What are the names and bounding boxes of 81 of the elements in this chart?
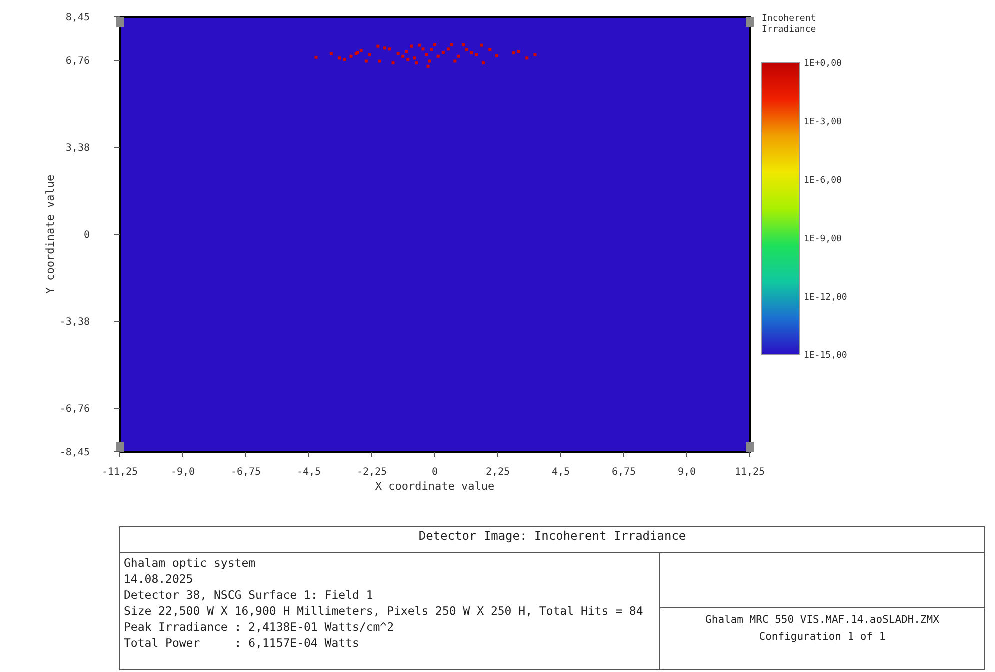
x-tick-label: -6,75 xyxy=(230,467,262,478)
point xyxy=(488,48,492,52)
point xyxy=(465,48,468,52)
x-tick-label: -11,25 xyxy=(102,467,138,478)
point xyxy=(480,44,484,47)
text: Peak Irradiance : 2,4138E-01 Watts/cm^2 xyxy=(124,620,394,634)
point xyxy=(413,56,416,60)
y-tick-label: 3,38 xyxy=(66,143,90,154)
color-bar-label: 1E+0,00 xyxy=(804,59,842,70)
point xyxy=(418,44,422,47)
text: Ghalam optic system xyxy=(124,556,256,570)
text: Detector Image: Incoherent Irradiance xyxy=(418,529,686,543)
point xyxy=(314,56,318,59)
point xyxy=(430,48,434,52)
y-tick-label: -6,76 xyxy=(60,404,90,415)
text: Configuration 1 of 1 xyxy=(759,631,886,643)
point xyxy=(495,54,498,58)
point xyxy=(396,52,400,56)
text: 14.08.2025 xyxy=(124,572,194,586)
x-tick-label: 11,25 xyxy=(734,467,766,478)
x-tick-label: 4,5 xyxy=(552,467,570,478)
point xyxy=(376,44,380,48)
point xyxy=(388,48,392,51)
point xyxy=(406,58,410,62)
x-tick-label: 2,25 xyxy=(486,467,510,478)
point xyxy=(482,62,485,65)
point xyxy=(436,54,440,58)
point xyxy=(392,62,395,65)
point xyxy=(402,54,405,58)
color-bar-label: 1E-3,00 xyxy=(804,118,842,128)
color-bar-label: 1E-9,00 xyxy=(804,234,842,244)
point xyxy=(526,56,529,60)
point xyxy=(368,53,372,56)
point xyxy=(378,60,382,63)
y-tick-label: -3,38 xyxy=(60,317,90,328)
point xyxy=(428,60,432,63)
point xyxy=(462,43,466,46)
point xyxy=(434,43,436,46)
x-tick-label: 9,0 xyxy=(678,467,696,478)
color-bar-label: 1E-6,00 xyxy=(804,176,842,186)
point xyxy=(442,51,445,54)
color-bar-title: Incoherent Irradiance xyxy=(762,14,816,35)
point xyxy=(470,52,474,55)
point xyxy=(422,48,425,51)
point xyxy=(383,46,386,50)
point xyxy=(360,48,363,52)
y-tick-label: 8,45 xyxy=(66,12,90,24)
y-tick-label: -8,45 xyxy=(60,448,90,458)
color-bar-label: 1E-12,00 xyxy=(804,292,848,303)
point xyxy=(446,48,450,51)
x-tick-label: -2,25 xyxy=(356,467,388,478)
text: Detector 38, NSCG Surface 1: Field 1 xyxy=(124,588,374,602)
point xyxy=(343,58,346,62)
point xyxy=(534,53,537,56)
text: Size 22,500 W X 16,900 H Millimeters, Pixels 250 W X 250 H, Total Hits = 84 xyxy=(124,604,644,618)
point xyxy=(364,60,368,63)
x-tick-label: -4,5 xyxy=(296,467,322,478)
point xyxy=(350,54,353,58)
y-tick-label: 6,76 xyxy=(66,56,90,67)
point xyxy=(475,53,478,56)
point xyxy=(425,53,428,56)
y-tick-label: 0 xyxy=(84,230,90,241)
x-tick-label: -9,0 xyxy=(170,467,196,478)
y-axis-title: Y coordinate value xyxy=(44,174,57,294)
point xyxy=(426,64,430,68)
x-tick-label: 0 xyxy=(432,467,438,478)
point xyxy=(517,50,520,53)
text: Total Power : 6,1157E-04 Watts xyxy=(124,636,360,650)
text: Ghalam_MRC_550_VIS.MAF.14.aoSLADH.ZMX xyxy=(706,614,940,626)
point xyxy=(404,50,408,53)
point xyxy=(457,54,460,58)
point xyxy=(410,44,413,48)
point xyxy=(454,60,457,63)
color-bar-label: 1E-15,00 xyxy=(804,351,848,362)
point xyxy=(415,62,418,65)
point xyxy=(512,52,516,55)
x-axis-title: X coordinate value xyxy=(375,480,495,493)
x-tick-label: 6,75 xyxy=(612,467,636,478)
point xyxy=(330,52,333,56)
point xyxy=(450,43,454,46)
point xyxy=(338,56,342,60)
